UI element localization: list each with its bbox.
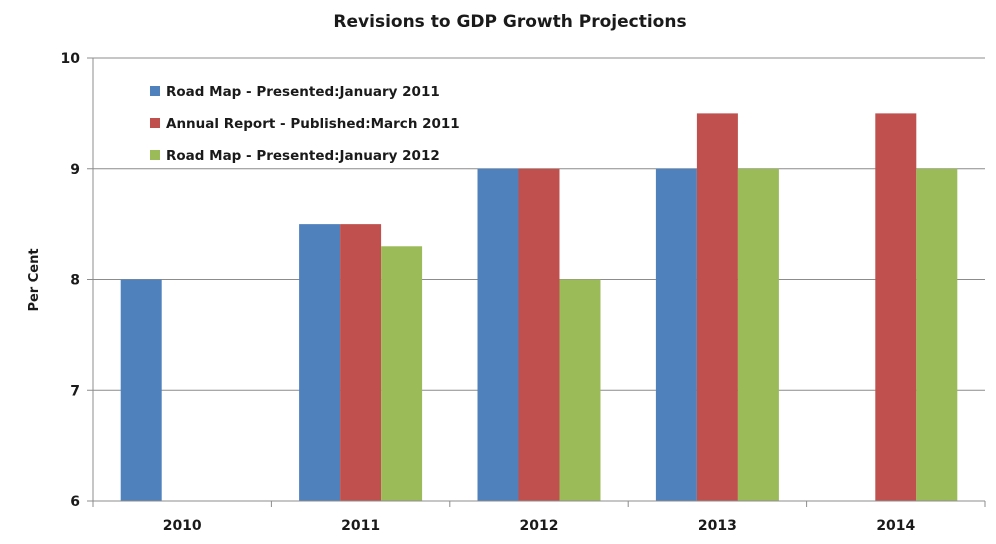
bar bbox=[518, 168, 560, 501]
legend-swatch bbox=[150, 150, 160, 160]
axes bbox=[87, 57, 986, 507]
x-tick-label: 2013 bbox=[698, 518, 737, 534]
y-axis-label: Per Cent bbox=[27, 248, 42, 311]
bar bbox=[916, 168, 958, 501]
y-tick-label: 9 bbox=[70, 162, 80, 178]
x-tick-label: 2012 bbox=[520, 518, 559, 534]
chart-title: Revisions to GDP Growth Projections bbox=[333, 12, 686, 32]
legend-swatch bbox=[150, 86, 160, 96]
x-tick-label: 2014 bbox=[876, 518, 915, 534]
bar bbox=[299, 224, 341, 501]
legend-entry: Road Map - Presented:January 2012 bbox=[166, 148, 440, 164]
y-tick-label: 10 bbox=[61, 51, 81, 67]
y-tick-label: 6 bbox=[70, 494, 80, 510]
bar bbox=[120, 279, 162, 501]
bar bbox=[340, 224, 382, 501]
bar bbox=[655, 168, 697, 501]
legend-swatch bbox=[150, 118, 160, 128]
x-tick-label: 2010 bbox=[163, 518, 202, 534]
y-tick-label: 8 bbox=[70, 273, 80, 289]
legend-entry: Annual Report - Published:March 2011 bbox=[166, 116, 460, 132]
bar bbox=[477, 168, 519, 501]
x-tick-labels: 2010 2011 2012 2013 2014 bbox=[163, 518, 916, 534]
y-tick-label: 7 bbox=[70, 383, 80, 399]
bar bbox=[875, 113, 917, 501]
legend-entry: Road Map - Presented:January 2011 bbox=[166, 84, 440, 100]
bar bbox=[381, 246, 423, 501]
y-tick-labels: 6 7 8 9 10 bbox=[61, 51, 81, 510]
bar bbox=[737, 168, 779, 501]
bar bbox=[696, 113, 738, 501]
x-tick-label: 2011 bbox=[341, 518, 380, 534]
legend: Road Map - Presented:January 2011 Annual … bbox=[150, 84, 460, 164]
bars bbox=[120, 113, 958, 501]
bar bbox=[559, 279, 601, 501]
